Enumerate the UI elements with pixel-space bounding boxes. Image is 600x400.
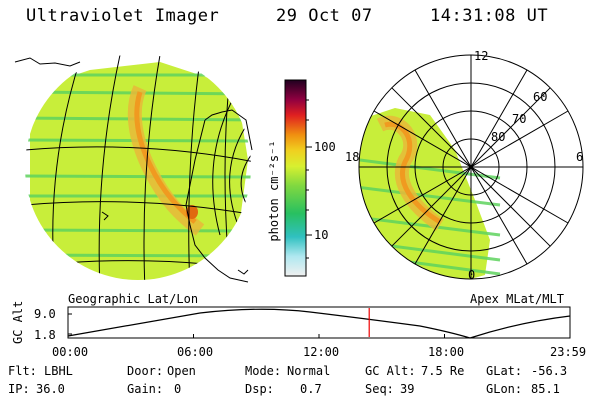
footer-filter-value: LBHL	[44, 364, 73, 378]
footer-glat-value: -56.3	[531, 364, 568, 378]
timeline-x-tick: 12:00	[303, 345, 340, 359]
orbit-altitude-curve	[67, 308, 571, 339]
footer-dsp-value: 0.7	[300, 382, 322, 396]
footer-ip-value: 36.0	[36, 382, 65, 396]
footer-dsp-key: Dsp:	[245, 382, 274, 396]
polar-ring-80: 80	[491, 130, 506, 144]
polar-mlt-18: 18	[345, 150, 360, 164]
footer-seq-value: 39	[400, 382, 415, 396]
footer-glon-value: 85.1	[531, 382, 560, 396]
footer-door-value: Open	[167, 364, 196, 378]
colorbar-unit-label: photon cm⁻²s⁻¹	[267, 140, 281, 242]
polar-caption: Apex MLat/MLT	[470, 292, 564, 306]
timeline-ylabel: GC Alt	[11, 300, 25, 344]
timeline-x-tick: 06:00	[177, 345, 214, 359]
footer-mode-key: Mode:	[245, 364, 282, 378]
geo-caption: Geographic Lat/Lon	[68, 292, 199, 306]
polar-mlt-6: 6	[576, 150, 584, 164]
polar-ring-60: 60	[533, 90, 548, 104]
footer-seq-key: Seq:	[365, 382, 394, 396]
header-date: 29 Oct 07	[276, 6, 373, 26]
footer-gain-key: Gain:	[127, 382, 164, 396]
timeline-x-tick: 23:59	[550, 345, 587, 359]
polar-mlt-12: 12	[474, 49, 489, 63]
color-bar	[284, 79, 307, 277]
timeline-y-bottom: 1.8	[34, 328, 56, 342]
footer-glon-key: GLon:	[486, 382, 523, 396]
polar-mlt-0: 0	[468, 268, 476, 282]
header-time: 14:31:08 UT	[430, 6, 549, 26]
footer-ip-key: IP:	[8, 382, 30, 396]
footer-filter-key: Flt:	[8, 364, 37, 378]
footer-door-key: Door:	[127, 364, 164, 378]
timeline-y-top: 9.0	[34, 307, 56, 321]
colorbar-tick-100: 100	[314, 140, 336, 154]
polar-ring-70: 70	[512, 112, 527, 126]
app-title: Ultraviolet Imager	[26, 6, 220, 26]
timeline-x-tick: 18:00	[428, 345, 465, 359]
timeline-x-tick: 00:00	[52, 345, 89, 359]
footer-gcalt-key: GC Alt:	[365, 364, 416, 378]
footer-mode-value: Normal	[287, 364, 331, 378]
footer-glat-key: GLat:	[486, 364, 523, 378]
footer-gain-value: 0	[174, 382, 182, 396]
colorbar-tick-10: 10	[314, 228, 329, 242]
footer-gcalt-value: 7.5 Re	[421, 364, 465, 378]
